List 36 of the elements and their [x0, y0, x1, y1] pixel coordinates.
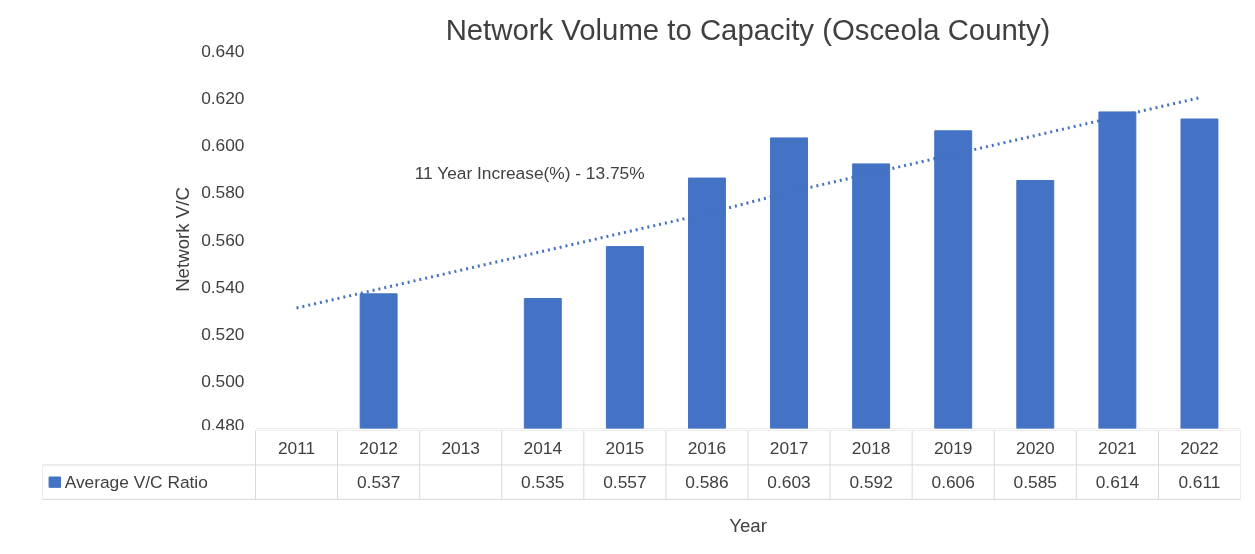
data-label: 0.592 — [849, 472, 893, 493]
data-label: 0.611 — [1178, 472, 1221, 493]
y-tick-label: 0.580 — [201, 182, 245, 203]
data-label: 0.535 — [521, 472, 565, 493]
data-label: 0.614 — [1095, 472, 1140, 493]
y-tick-label: 0.640 — [201, 40, 245, 61]
x-tick-label: 2013 — [441, 437, 480, 458]
x-tick-label: 2016 — [687, 437, 727, 458]
data-label: 0.557 — [603, 472, 647, 493]
y-tick-label: 0.560 — [201, 229, 245, 250]
annotation: 11 Year Increase(%) - 13.75% — [414, 162, 645, 183]
x-tick-label: 2015 — [605, 437, 645, 458]
x-tick-label: 2021 — [1098, 437, 1137, 458]
y-tick-label: 0.540 — [201, 276, 245, 297]
data-label: 0.603 — [767, 472, 811, 493]
x-tick-label: 2014 — [523, 437, 563, 458]
y-axis-title: Network V/C — [172, 187, 194, 292]
x-tick-label: 2017 — [769, 437, 809, 458]
data-label: 0.585 — [1013, 472, 1057, 493]
y-tick-label: 0.500 — [201, 371, 245, 392]
x-tick-label: 2019 — [933, 437, 973, 458]
x-tick-label: 2020 — [1016, 437, 1055, 458]
data-label: 0.586 — [685, 472, 729, 493]
y-tick-label: 0.600 — [201, 135, 245, 155]
x-axis-title: Year — [729, 514, 767, 536]
y-tick-label: 0.520 — [201, 324, 245, 344]
y-tick-label: 0.620 — [201, 87, 245, 108]
x-tick-label: 2012 — [359, 437, 398, 458]
x-tick-label: 2022 — [1180, 437, 1219, 458]
legend-label: Average V/C Ratio — [64, 472, 208, 493]
chart-title: Network Volume to Capacity (Osceola County) — [445, 12, 1051, 46]
data-label: 0.606 — [931, 472, 975, 493]
data-label: 0.537 — [356, 472, 401, 493]
x-tick-label: 2011 — [277, 437, 316, 458]
y-tick-label: 0.480 — [201, 414, 245, 435]
x-tick-label: 2018 — [851, 437, 891, 458]
